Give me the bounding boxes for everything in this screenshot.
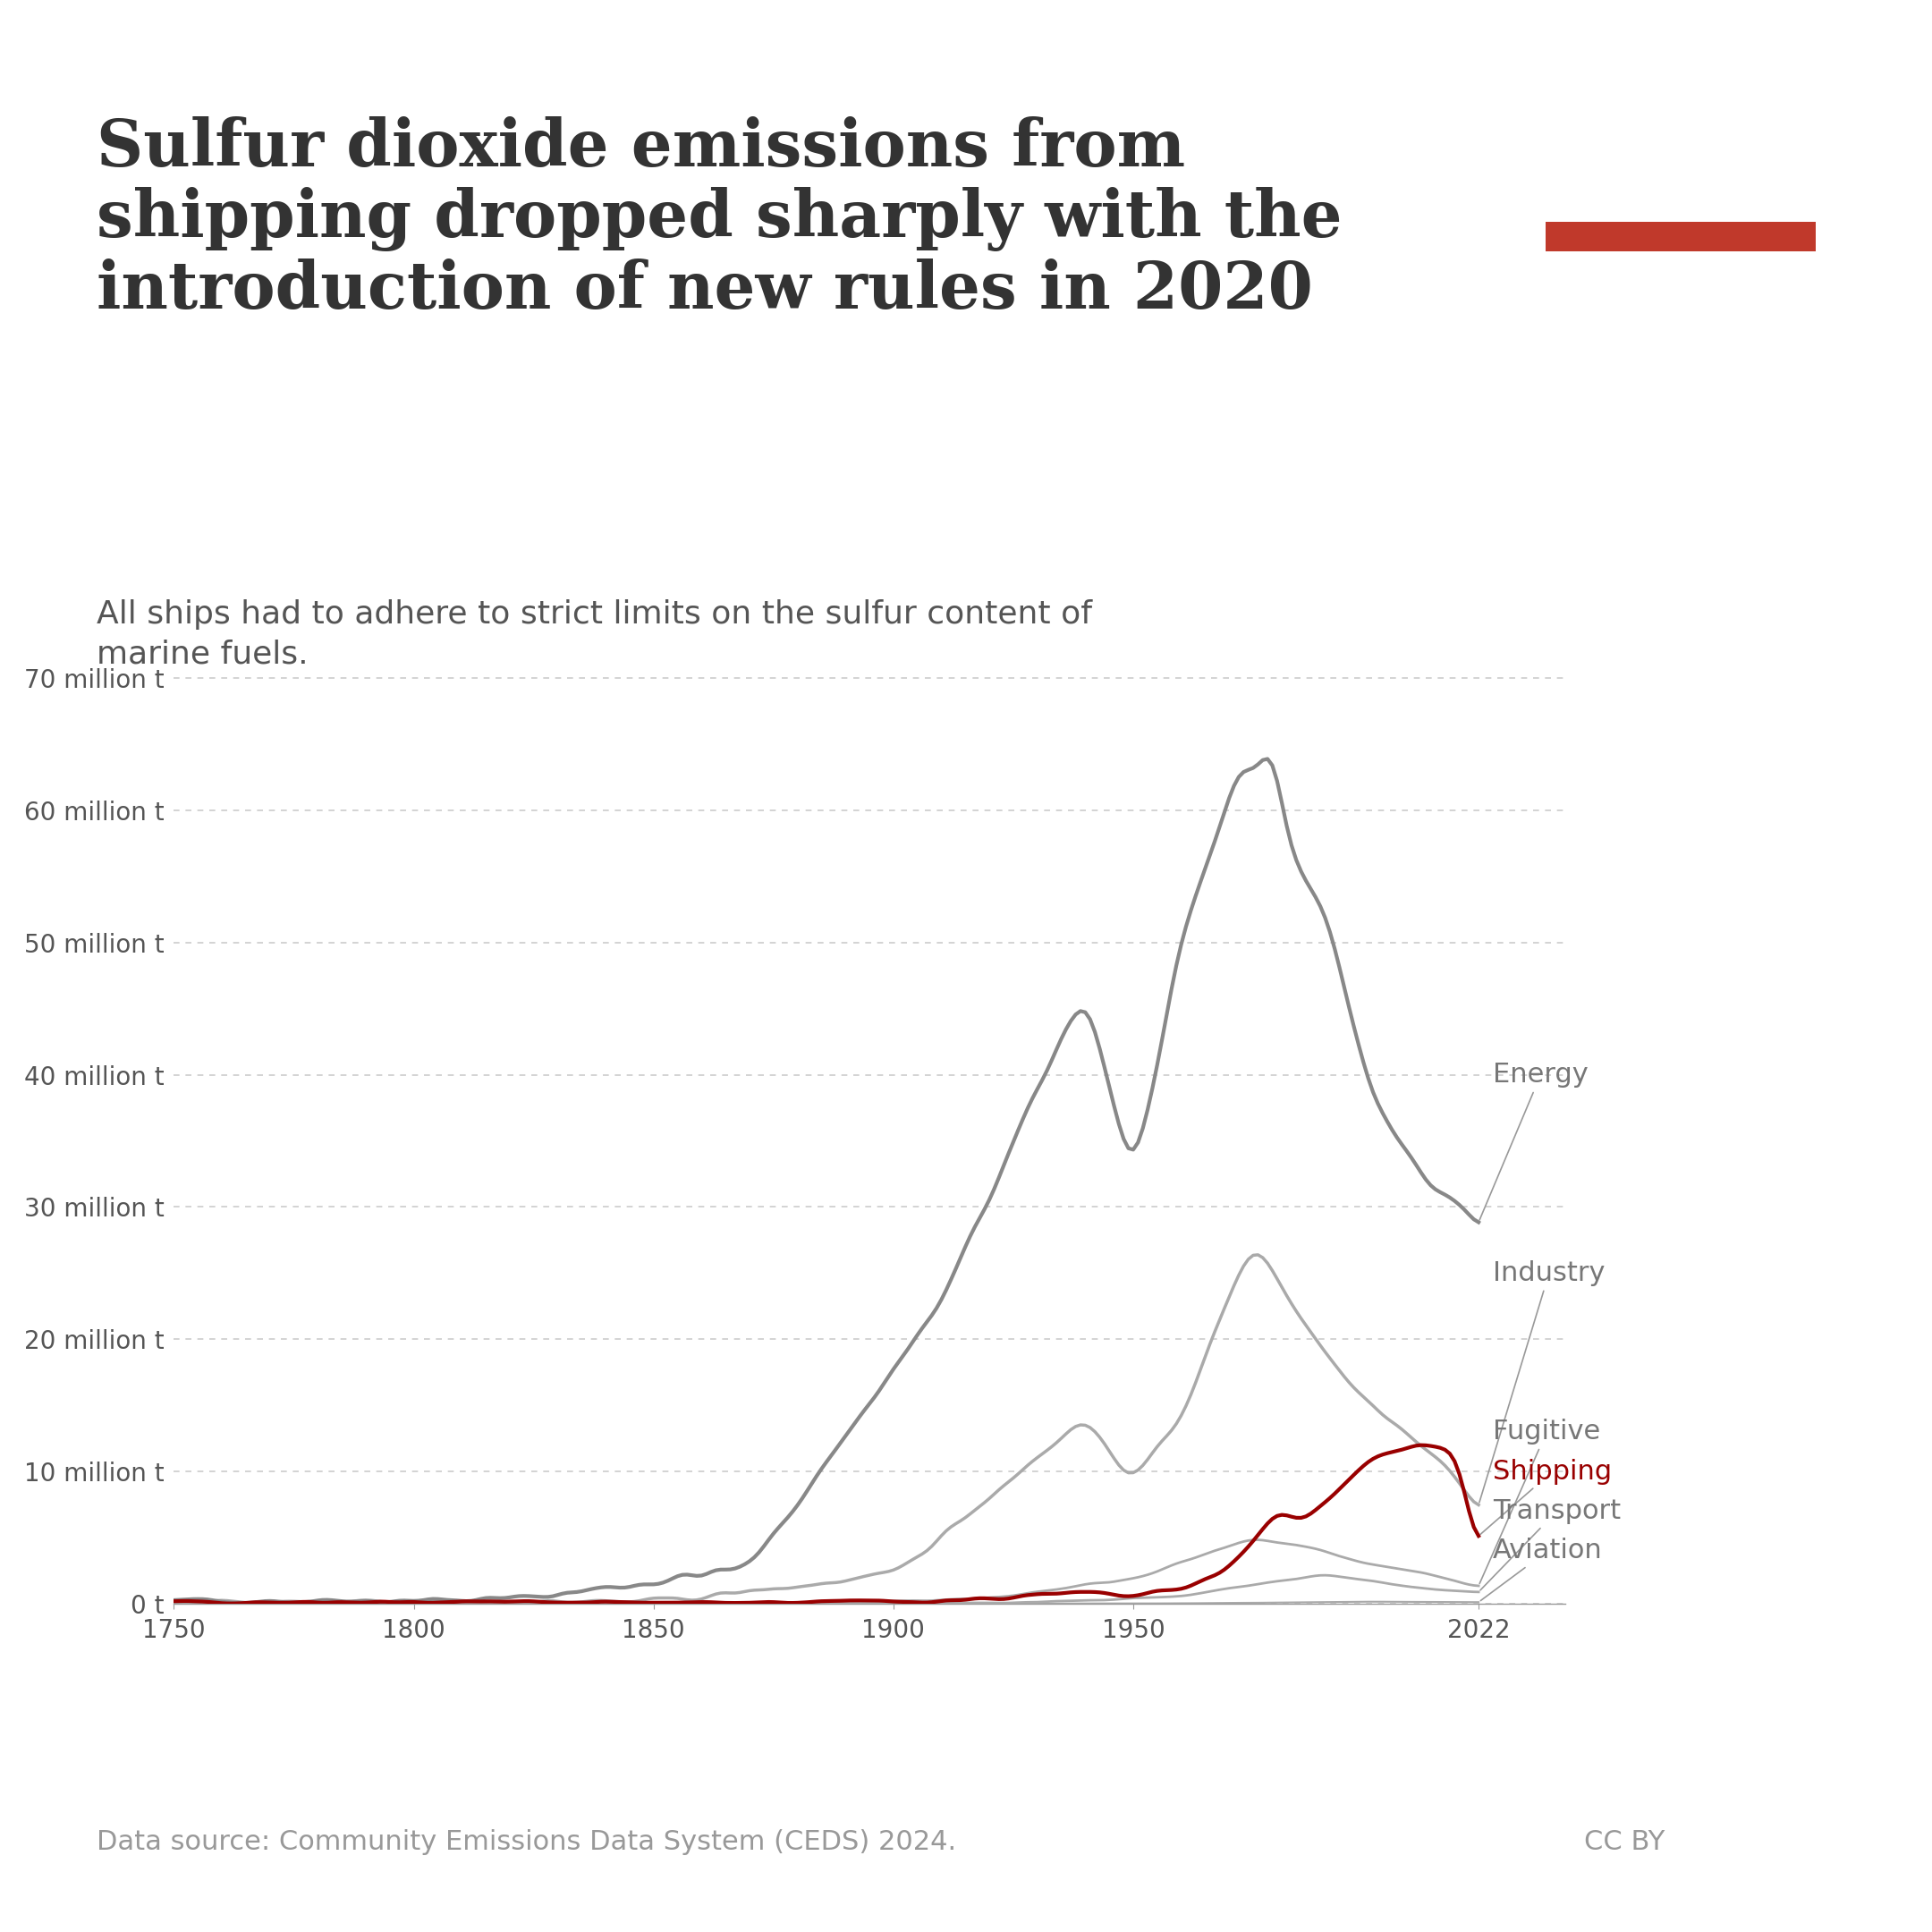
Text: Transport: Transport xyxy=(1480,1497,1621,1590)
Text: Industry: Industry xyxy=(1480,1260,1605,1503)
Text: Sulfur dioxide emissions from
shipping dropped sharply with the
introduction of : Sulfur dioxide emissions from shipping d… xyxy=(97,116,1343,323)
Bar xyxy=(1546,222,1816,251)
Text: Data source: Community Emissions Data System (CEDS) 2024.: Data source: Community Emissions Data Sy… xyxy=(97,1830,956,1855)
Text: CC BY: CC BY xyxy=(1584,1830,1665,1855)
Text: All ships had to adhere to strict limits on the sulfur content of
marine fuels.: All ships had to adhere to strict limits… xyxy=(97,599,1092,668)
Text: Shipping: Shipping xyxy=(1480,1459,1611,1534)
Text: Fugitive: Fugitive xyxy=(1480,1418,1600,1584)
Text: in Data: in Data xyxy=(1634,166,1727,189)
Text: Our World: Our World xyxy=(1617,114,1745,137)
Text: Aviation: Aviation xyxy=(1480,1538,1604,1602)
Text: Energy: Energy xyxy=(1480,1063,1588,1219)
